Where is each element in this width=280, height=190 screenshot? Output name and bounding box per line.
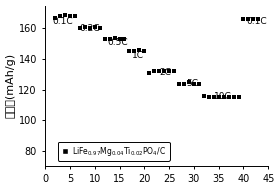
- Text: 0.5C: 0.5C: [107, 38, 128, 47]
- Point: [92, 25, 97, 28]
- Y-axis label: 比容量(mAh/g): 比容量(mAh/g): [6, 53, 16, 118]
- Text: 0.1C: 0.1C: [246, 17, 267, 26]
- Text: 0.1C: 0.1C: [53, 17, 73, 26]
- Point: [83, 25, 87, 28]
- Text: 1C: 1C: [132, 51, 144, 60]
- Point: [202, 94, 206, 97]
- Point: [197, 82, 201, 85]
- Point: [147, 71, 151, 74]
- Point: [236, 96, 241, 99]
- Point: [231, 96, 236, 99]
- Text: 5C: 5C: [186, 79, 199, 88]
- Text: 2C: 2C: [159, 68, 171, 77]
- Point: [256, 18, 261, 21]
- Point: [88, 27, 92, 30]
- Point: [157, 70, 162, 73]
- Point: [53, 16, 57, 19]
- Point: [122, 38, 127, 41]
- Point: [221, 96, 226, 99]
- Point: [246, 18, 251, 21]
- Point: [192, 82, 196, 85]
- Point: [78, 27, 82, 30]
- Point: [117, 38, 122, 41]
- Point: [127, 50, 132, 53]
- Legend: LiFe$_{0.97}$Mg$_{0.04}$Ti$_{0.02}$PO$_4$/C: LiFe$_{0.97}$Mg$_{0.04}$Ti$_{0.02}$PO$_4…: [58, 142, 170, 161]
- Point: [216, 96, 221, 99]
- Point: [73, 15, 77, 18]
- Point: [68, 15, 72, 18]
- Point: [187, 81, 191, 84]
- Text: 0.2C: 0.2C: [80, 24, 100, 33]
- Point: [172, 70, 176, 73]
- Point: [102, 38, 107, 41]
- Text: 10C: 10C: [214, 92, 232, 101]
- Point: [241, 18, 246, 21]
- Point: [63, 13, 67, 16]
- Point: [107, 38, 112, 41]
- Point: [137, 48, 142, 51]
- Point: [58, 15, 62, 18]
- Point: [142, 50, 146, 53]
- Point: [211, 96, 216, 99]
- Point: [97, 27, 102, 30]
- Point: [132, 50, 137, 53]
- Point: [251, 18, 256, 21]
- Point: [167, 70, 171, 73]
- Point: [182, 82, 186, 85]
- Point: [226, 96, 231, 99]
- Point: [162, 70, 166, 73]
- Point: [177, 82, 181, 85]
- Point: [112, 36, 117, 39]
- Point: [152, 70, 157, 73]
- Point: [207, 96, 211, 99]
